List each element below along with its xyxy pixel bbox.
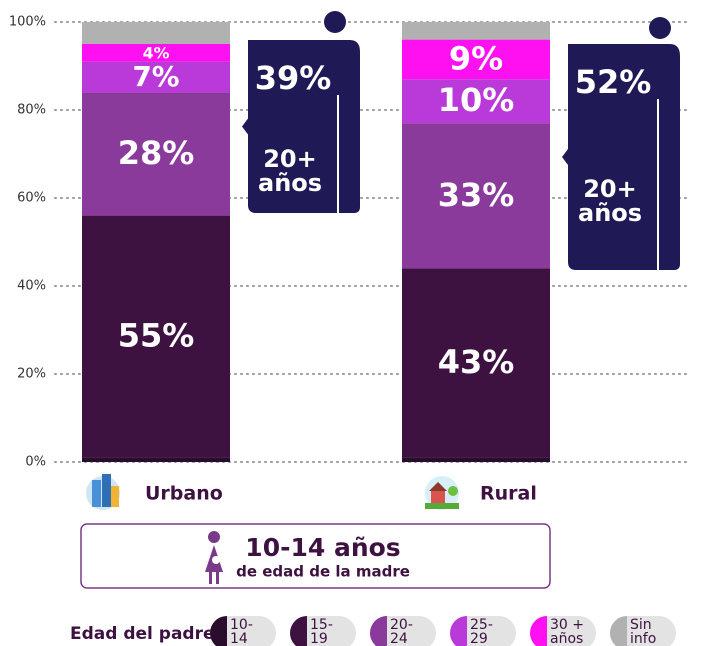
legend-swatch xyxy=(290,616,307,646)
legend-swatch xyxy=(610,616,627,646)
legend-swatch xyxy=(530,616,547,646)
data-label: 55% xyxy=(118,317,195,355)
annotation-label: 20+ años xyxy=(258,147,322,195)
legend-label: 30 + años xyxy=(550,618,590,646)
y-tick-label: 40% xyxy=(17,279,46,294)
data-label: 43% xyxy=(438,343,515,381)
urban-icon xyxy=(86,474,120,510)
data-label: 9% xyxy=(449,39,503,77)
bar-segment xyxy=(402,458,550,462)
bar-segment xyxy=(82,458,230,462)
legend-label: 20-24 años xyxy=(390,618,430,646)
mother-title: 10-14 años xyxy=(245,533,400,562)
father-head xyxy=(649,17,671,39)
chart: 10-14 años de edad de la madre Edad del … xyxy=(0,0,710,646)
data-label: 4% xyxy=(143,43,170,62)
category-label: Rural xyxy=(480,483,537,505)
annotation-percent: 39% xyxy=(255,59,332,97)
bar-segment xyxy=(402,22,550,40)
legend-label: 25-29 años xyxy=(470,618,510,646)
legend-title: Edad del padre xyxy=(70,624,215,644)
data-label: 7% xyxy=(132,60,179,93)
annotation-label: 20+ años xyxy=(578,177,642,225)
legend-label: 10-14 años xyxy=(230,618,270,646)
y-tick-label: 20% xyxy=(17,367,46,382)
data-label: 10% xyxy=(438,81,515,119)
y-tick-label: 80% xyxy=(17,103,46,118)
legend-label: 15-19 años xyxy=(310,618,350,646)
y-tick-label: 60% xyxy=(17,191,46,206)
data-label: 33% xyxy=(438,176,515,214)
legend-label: Sin info xyxy=(630,618,670,646)
legend-swatch xyxy=(210,616,227,646)
father-head xyxy=(324,11,346,33)
y-tick-label: 100% xyxy=(9,15,46,30)
bar-segment xyxy=(82,22,230,44)
rural-icon xyxy=(425,476,459,510)
y-tick-label: 0% xyxy=(25,455,46,470)
data-label: 28% xyxy=(118,134,195,172)
annotation-percent: 52% xyxy=(575,63,652,101)
mother-subtitle: de edad de la madre xyxy=(236,563,410,581)
legend-swatch xyxy=(370,616,387,646)
category-label: Urbano xyxy=(145,483,223,505)
legend-swatch xyxy=(450,616,467,646)
page: 10-14 años de edad de la madre Edad del … xyxy=(0,0,710,646)
